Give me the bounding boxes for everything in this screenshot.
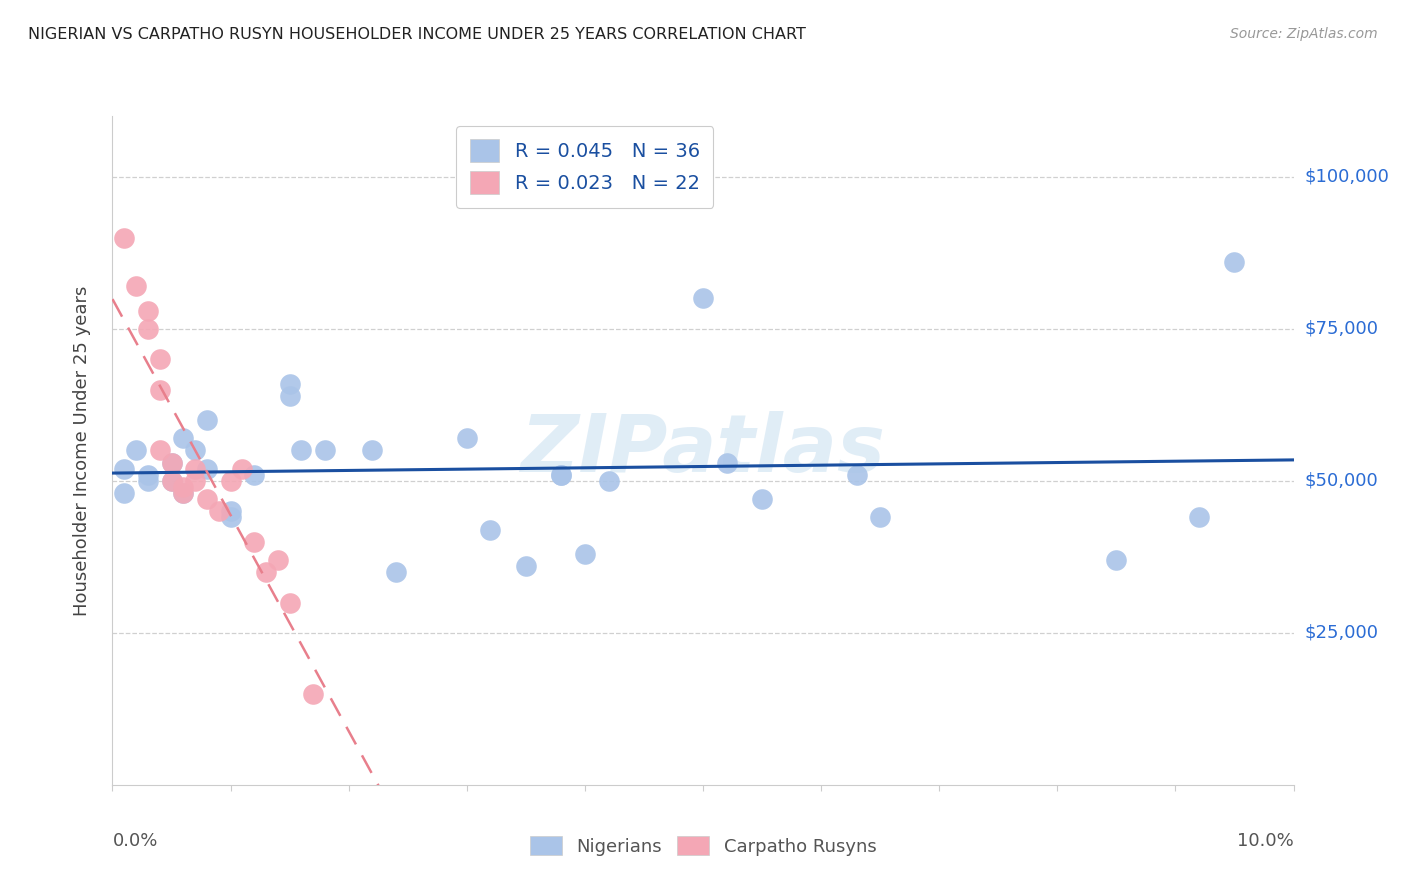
- Point: [208, 504, 231, 518]
- Point: [231, 461, 253, 475]
- Point: [692, 292, 714, 306]
- Point: [136, 303, 159, 318]
- Point: [172, 431, 194, 445]
- Legend: Nigerians, Carpatho Rusyns: Nigerians, Carpatho Rusyns: [523, 829, 883, 863]
- Point: [290, 443, 312, 458]
- Text: NIGERIAN VS CARPATHO RUSYN HOUSEHOLDER INCOME UNDER 25 YEARS CORRELATION CHART: NIGERIAN VS CARPATHO RUSYN HOUSEHOLDER I…: [28, 27, 806, 42]
- Text: ZIPatlas: ZIPatlas: [520, 411, 886, 490]
- Text: $75,000: $75,000: [1305, 320, 1379, 338]
- Point: [112, 461, 135, 475]
- Point: [845, 467, 868, 482]
- Point: [243, 534, 266, 549]
- Point: [125, 279, 148, 293]
- Point: [267, 553, 290, 567]
- Point: [598, 474, 620, 488]
- Point: [125, 443, 148, 458]
- Point: [172, 486, 194, 500]
- Point: [195, 461, 218, 475]
- Point: [184, 461, 207, 475]
- Point: [751, 492, 773, 507]
- Point: [574, 547, 596, 561]
- Point: [160, 474, 183, 488]
- Point: [716, 456, 738, 470]
- Point: [278, 595, 301, 609]
- Text: 0.0%: 0.0%: [112, 831, 157, 850]
- Point: [149, 443, 172, 458]
- Text: $25,000: $25,000: [1305, 624, 1379, 642]
- Point: [136, 322, 159, 336]
- Point: [160, 456, 183, 470]
- Y-axis label: Householder Income Under 25 years: Householder Income Under 25 years: [73, 285, 91, 615]
- Point: [550, 467, 572, 482]
- Point: [1188, 510, 1211, 524]
- Text: $100,000: $100,000: [1305, 168, 1389, 186]
- Point: [172, 486, 194, 500]
- Point: [112, 486, 135, 500]
- Point: [195, 492, 218, 507]
- Point: [550, 467, 572, 482]
- Text: $50,000: $50,000: [1305, 472, 1378, 490]
- Point: [136, 467, 159, 482]
- Point: [1105, 553, 1128, 567]
- Point: [184, 443, 207, 458]
- Point: [172, 480, 194, 494]
- Point: [479, 523, 502, 537]
- Point: [112, 230, 135, 244]
- Point: [149, 352, 172, 367]
- Point: [219, 474, 242, 488]
- Point: [278, 389, 301, 403]
- Point: [149, 383, 172, 397]
- Point: [160, 456, 183, 470]
- Text: Source: ZipAtlas.com: Source: ZipAtlas.com: [1230, 27, 1378, 41]
- Point: [219, 510, 242, 524]
- Point: [515, 559, 537, 574]
- Point: [243, 467, 266, 482]
- Point: [195, 413, 218, 427]
- Point: [869, 510, 891, 524]
- Point: [278, 376, 301, 391]
- Point: [302, 687, 325, 701]
- Point: [456, 431, 478, 445]
- Point: [184, 474, 207, 488]
- Point: [385, 565, 408, 579]
- Point: [1223, 255, 1246, 269]
- Point: [219, 504, 242, 518]
- Point: [314, 443, 336, 458]
- Point: [254, 565, 277, 579]
- Text: 10.0%: 10.0%: [1237, 831, 1294, 850]
- Point: [160, 474, 183, 488]
- Point: [361, 443, 384, 458]
- Point: [136, 474, 159, 488]
